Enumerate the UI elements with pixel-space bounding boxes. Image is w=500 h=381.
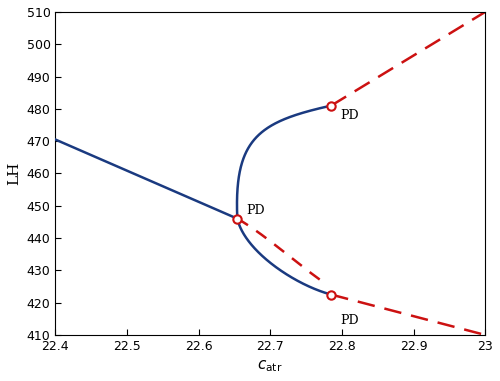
Text: PD: PD (340, 314, 359, 327)
Text: PD: PD (340, 109, 359, 122)
Y-axis label: LH: LH (7, 162, 21, 185)
X-axis label: $c_{\mathrm{atr}}$: $c_{\mathrm{atr}}$ (258, 359, 283, 374)
Text: PD: PD (246, 204, 266, 217)
